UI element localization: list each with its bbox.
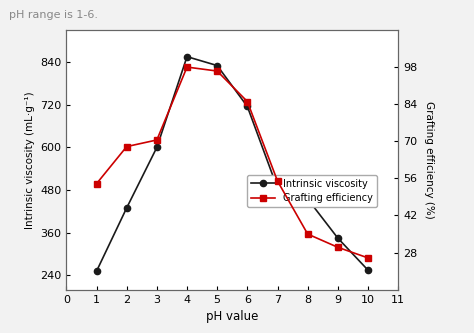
Intrinsic viscosity — [184, 55, 190, 59]
Grafting efficiency — [365, 256, 371, 260]
Intrinsic viscosity — [154, 146, 160, 150]
Intrinsic viscosity — [124, 206, 129, 210]
Line: Intrinsic viscosity: Intrinsic viscosity — [93, 54, 371, 274]
Line: Grafting efficiency: Grafting efficiency — [93, 64, 371, 261]
Grafting efficiency — [245, 100, 250, 104]
Text: pH range is 1-6.: pH range is 1-6. — [9, 10, 99, 20]
Grafting efficiency — [274, 179, 280, 183]
Legend: Intrinsic viscosity, Grafting efficiency: Intrinsic viscosity, Grafting efficiency — [247, 175, 377, 207]
Intrinsic viscosity — [305, 197, 310, 201]
Grafting efficiency — [214, 69, 220, 73]
Y-axis label: Grafting efficiency (%): Grafting efficiency (%) — [424, 101, 434, 219]
Intrinsic viscosity — [214, 64, 220, 68]
Grafting efficiency — [154, 138, 160, 142]
Grafting efficiency — [94, 182, 100, 186]
Grafting efficiency — [184, 65, 190, 69]
Grafting efficiency — [124, 145, 129, 149]
Grafting efficiency — [335, 245, 341, 249]
Y-axis label: Intrinsic viscosity (mL·g⁻¹): Intrinsic viscosity (mL·g⁻¹) — [25, 91, 35, 229]
Intrinsic viscosity — [274, 186, 280, 190]
Grafting efficiency — [305, 232, 310, 236]
Intrinsic viscosity — [335, 236, 341, 240]
X-axis label: pH value: pH value — [206, 310, 258, 323]
Intrinsic viscosity — [365, 268, 371, 272]
Intrinsic viscosity — [94, 269, 100, 273]
Intrinsic viscosity — [245, 105, 250, 109]
